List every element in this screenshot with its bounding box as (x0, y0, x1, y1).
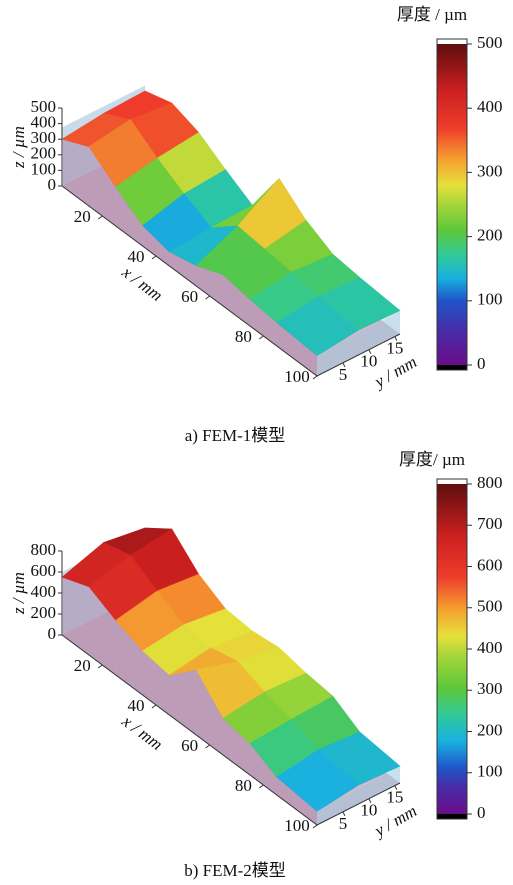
caption: a) FEM-1模型 (185, 426, 286, 445)
front-skirt (196, 669, 224, 755)
x-tick-label: 60 (181, 736, 198, 755)
z-tick-label: 800 (31, 540, 57, 559)
front-skirt (115, 620, 143, 695)
colorbar (437, 484, 467, 814)
x-axis-label: x / mm (118, 711, 166, 754)
front-skirt (169, 669, 197, 735)
z-axis-label: z / µm (9, 572, 28, 615)
front-skirt (169, 251, 197, 286)
front-skirt (62, 139, 89, 206)
y-tick-label: 5 (339, 365, 348, 384)
y-tick (394, 336, 398, 341)
y-tick (368, 349, 372, 354)
z-tick-label: 0 (48, 624, 57, 643)
front-skirt (62, 577, 89, 655)
front-skirt (249, 299, 277, 346)
colorbar-tick-label: 200 (477, 226, 503, 245)
x-tick (205, 295, 210, 300)
z-tick-label: 400 (31, 113, 57, 132)
x-tick (97, 664, 103, 669)
x-tick-label: 20 (74, 656, 91, 675)
x-tick (151, 704, 157, 709)
z-tick-label: 100 (31, 159, 57, 178)
z-tick-label: 500 (31, 97, 57, 116)
x-tick (259, 335, 264, 340)
x-axis-label: x / mm (118, 262, 166, 305)
z-tick-label: 300 (31, 128, 57, 147)
x-tick-label: 100 (284, 816, 310, 835)
colorbar-tick-label: 600 (477, 555, 503, 574)
front-skirt (88, 586, 116, 675)
z-axis-label: z / µm (9, 126, 28, 169)
front-skirt (276, 322, 317, 376)
x-tick-label: 60 (181, 287, 198, 306)
colorbar-cap (437, 365, 467, 370)
colorbar-tick-label: 400 (477, 638, 503, 657)
x-tick (312, 375, 318, 380)
y-tick (394, 785, 398, 790)
y-tick (342, 811, 346, 817)
colorbar-tick-label: 0 (477, 803, 486, 822)
x-tick-label: 20 (74, 207, 91, 226)
colorbar-tick-label: 100 (477, 290, 503, 309)
colorbar-title: 厚度 / µm (397, 5, 467, 24)
front-skirt (115, 187, 143, 246)
colorbar (437, 44, 467, 365)
x-tick (312, 824, 318, 829)
z-tick-label: 400 (31, 582, 57, 601)
front-skirt (249, 743, 277, 795)
colorbar-tick-label: 800 (477, 473, 503, 492)
x-tick-label: 100 (284, 367, 310, 386)
colorbar-tick-label: 0 (477, 354, 486, 373)
y-tick (342, 362, 346, 368)
caption: b) FEM-2模型 (184, 861, 286, 880)
colorbar-tick-label: 700 (477, 514, 503, 533)
surface-patch (276, 296, 360, 357)
y-tick-label: 15 (386, 339, 403, 358)
x-tick-label: 40 (127, 696, 144, 715)
z-tick-label: 200 (31, 144, 57, 163)
x-tick (151, 255, 157, 260)
front-skirt (276, 777, 317, 825)
front-skirt (223, 718, 250, 775)
colorbar-tick-label: 500 (477, 597, 503, 616)
z-tick-label: 200 (31, 603, 57, 622)
colorbar-cap (437, 814, 467, 819)
z-tick-label: 0 (48, 175, 57, 194)
front-skirt (88, 146, 116, 226)
front-skirt (142, 225, 170, 266)
y-tick-label: 5 (339, 814, 348, 833)
front-skirt (223, 274, 250, 326)
colorbar-tick-label: 300 (477, 679, 503, 698)
colorbar-tick-label: 400 (477, 97, 503, 116)
front-skirt (196, 265, 224, 306)
x-tick (259, 784, 264, 789)
end-wall (317, 310, 400, 376)
x-tick-label: 80 (235, 327, 252, 346)
y-tick-label: 10 (360, 352, 377, 371)
colorbar-tick-label: 100 (477, 762, 503, 781)
x-tick-label: 80 (235, 776, 252, 795)
x-tick (205, 744, 210, 749)
x-tick-label: 40 (127, 247, 144, 266)
colorbar-tick-label: 500 (477, 33, 503, 52)
y-tick (368, 798, 372, 803)
colorbar-tick-label: 300 (477, 161, 503, 180)
colorbar-frame (436, 38, 468, 371)
front-skirt (142, 650, 170, 715)
colorbar-title: 厚度/ µm (399, 450, 465, 469)
z-tick-label: 600 (31, 561, 57, 580)
x-tick (97, 215, 103, 220)
colorbar-tick-label: 200 (477, 720, 503, 739)
end-wall (317, 766, 400, 825)
y-tick-label: 10 (360, 801, 377, 820)
y-tick-label: 15 (386, 788, 403, 807)
